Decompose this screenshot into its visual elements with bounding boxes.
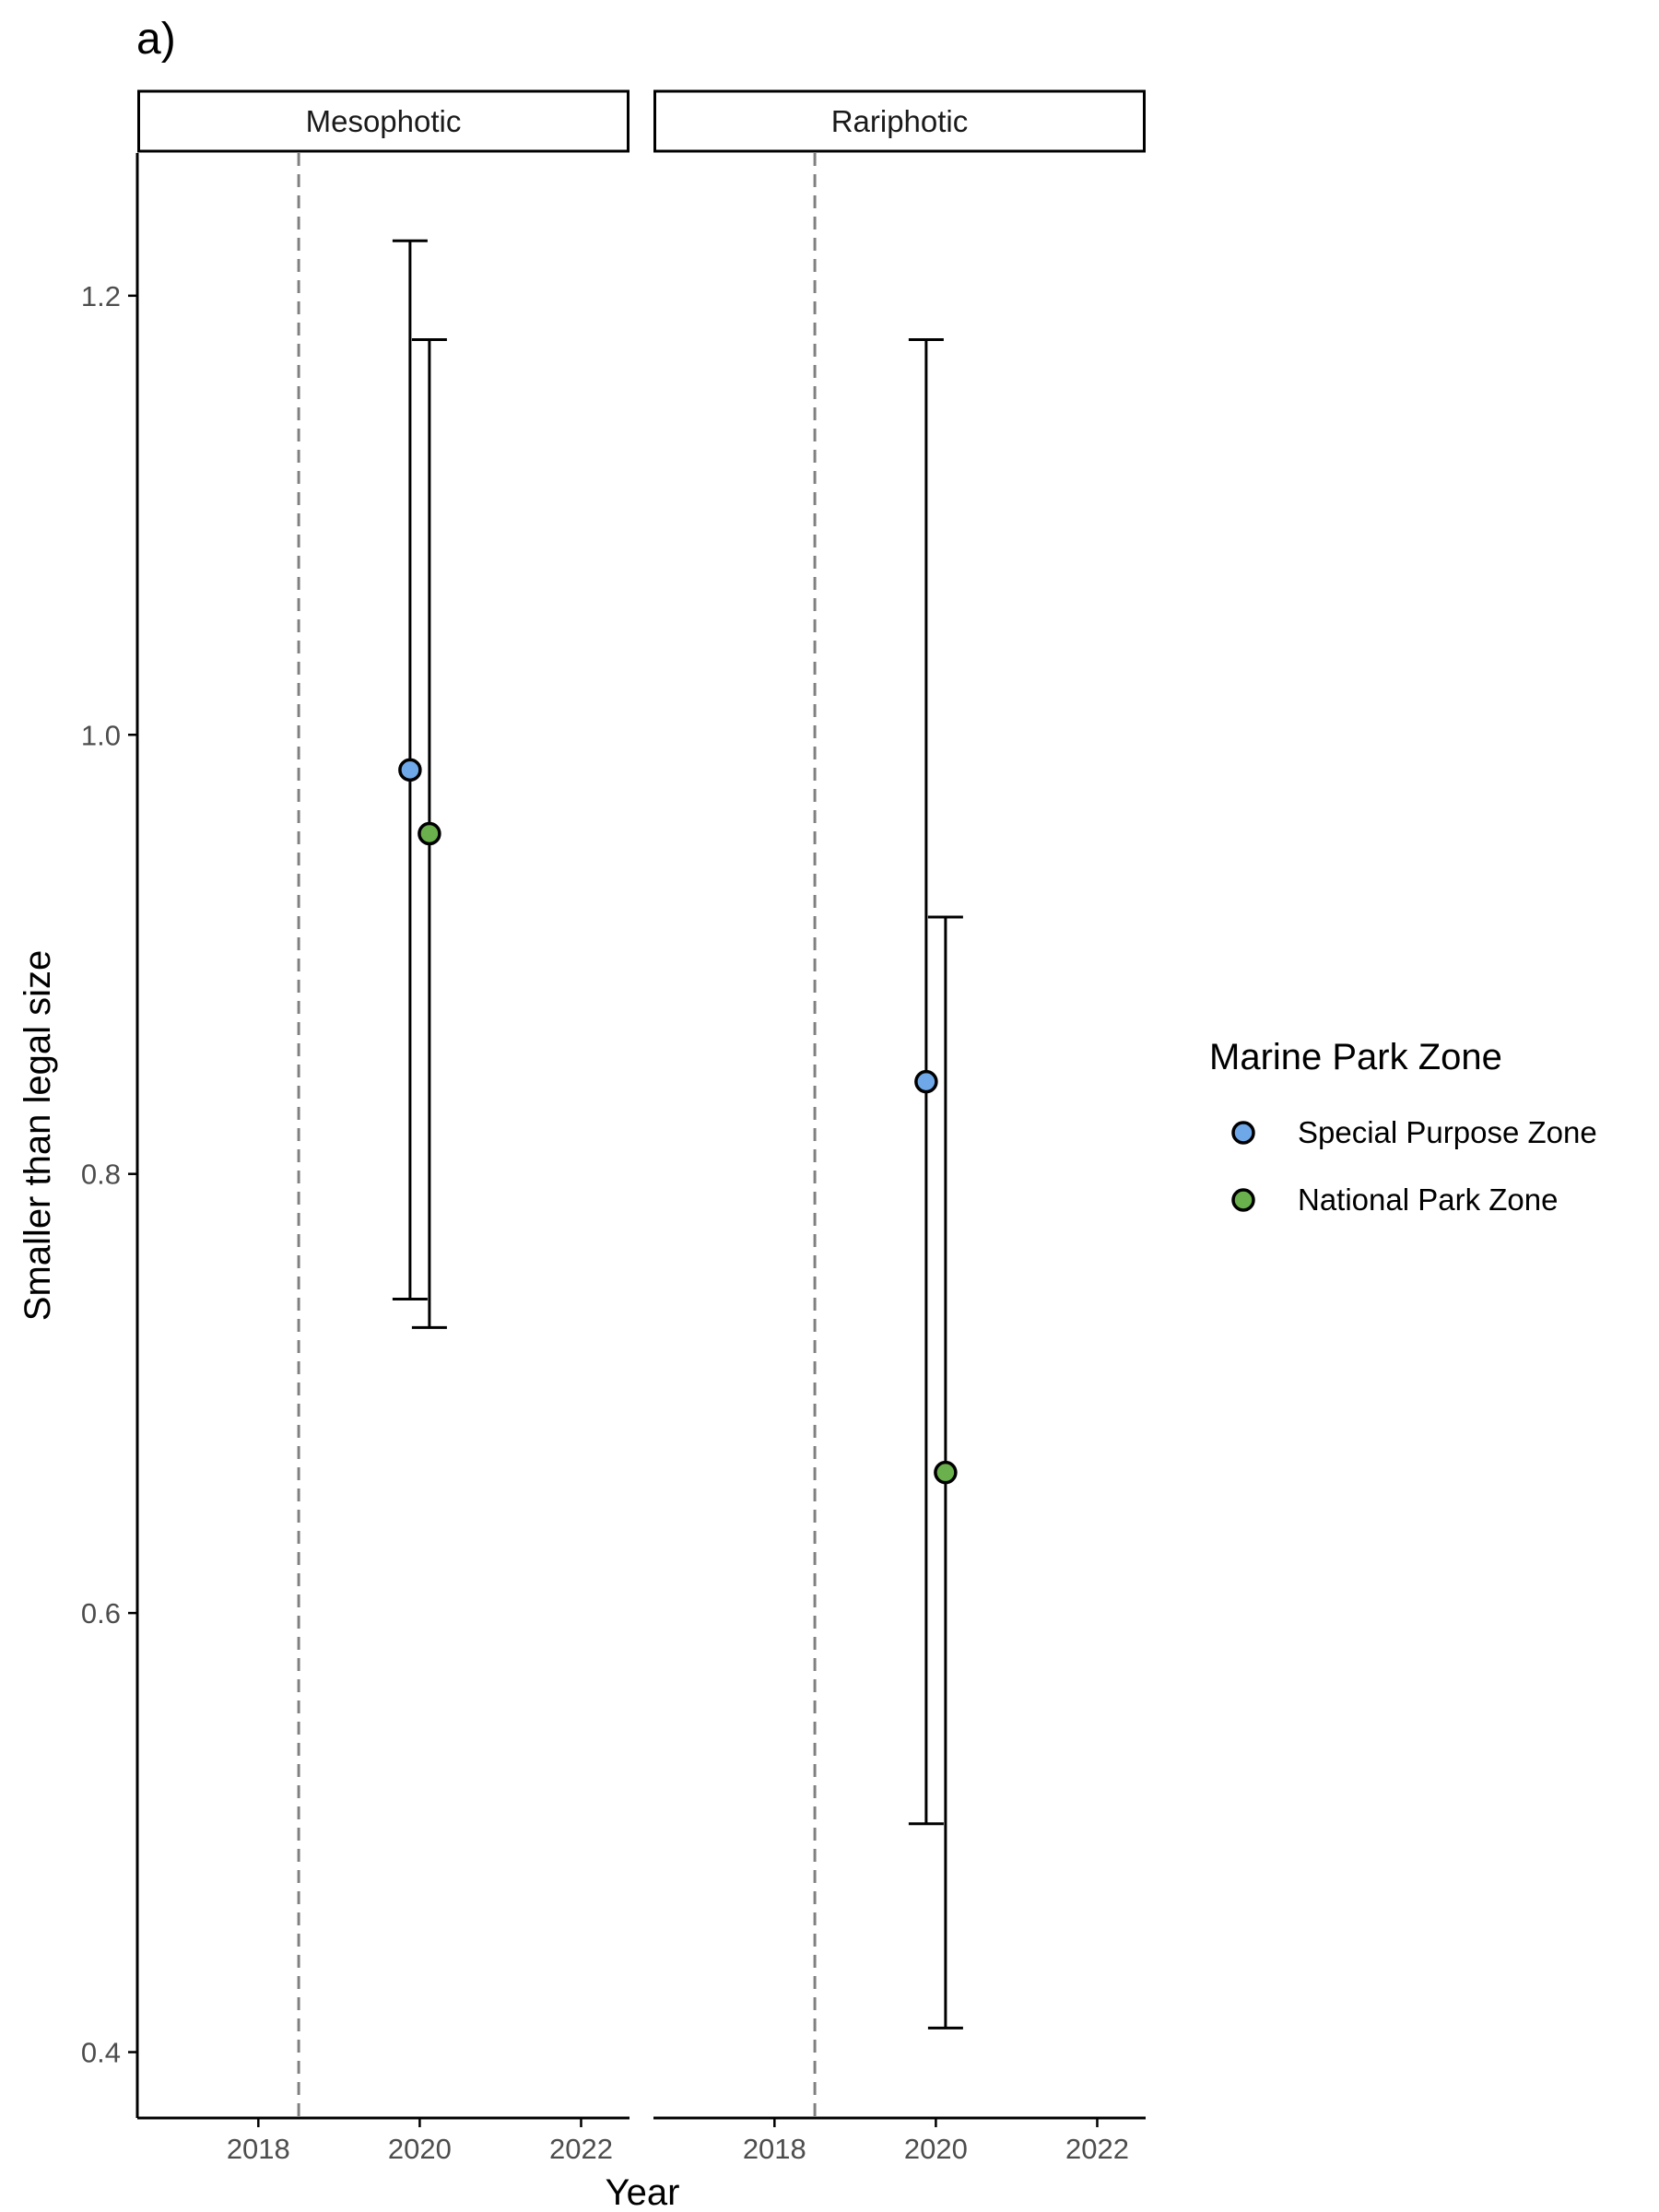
facet-strip-label: Rariphotic — [831, 104, 969, 138]
legend: Marine Park Zone Special Purpose Zone Nati… — [1209, 1037, 1597, 1217]
y-axis: 0.4 0.6 0.8 1.0 1.2 — [81, 153, 139, 2118]
x-tick-label: 2020 — [904, 2133, 968, 2165]
facets-group: Mesophotic 2018 2020 2022 Rariphotic 2018 2020… — [137, 89, 1146, 2165]
legend-key — [1231, 1188, 1255, 1212]
facet-strip — [137, 89, 629, 153]
y-tick-label: 1.2 — [81, 280, 121, 312]
y-tick-label: 0.6 — [81, 1597, 121, 1630]
x-tick-label: 2020 — [388, 2133, 452, 2165]
y-tick-label: 1.0 — [81, 719, 121, 751]
point-national-park-zone — [418, 821, 441, 846]
x-axis-title: Year — [606, 2172, 680, 2212]
facet-strip — [653, 89, 1146, 153]
x-tick-label: 2022 — [1065, 2133, 1129, 2165]
facet-panel-mesophotic: Mesophotic 2018 2020 2022 — [137, 89, 629, 2165]
legend-title: Marine Park Zone — [1209, 1037, 1502, 1077]
point-special-purpose-zone — [914, 1069, 938, 1094]
x-tick-label: 2018 — [227, 2133, 290, 2165]
legend-label: Special Purpose Zone — [1298, 1115, 1597, 1149]
point-national-park-zone — [934, 1460, 958, 1485]
y-tick-label: 0.4 — [81, 2037, 121, 2069]
point-special-purpose-zone — [398, 758, 422, 782]
y-tick-label: 0.8 — [81, 1159, 121, 1191]
facet-panel-rariphotic: Rariphotic 2018 2020 2022 — [653, 89, 1146, 2165]
x-tick-label: 2018 — [743, 2133, 806, 2165]
legend-label: National Park Zone — [1298, 1182, 1558, 1217]
panel-tag: a) — [136, 15, 176, 64]
x-tick-label: 2022 — [549, 2133, 613, 2165]
y-axis-title: Smaller than legal size — [18, 950, 58, 1321]
legend-key — [1231, 1121, 1255, 1145]
facet-strip-label: Mesophotic — [306, 104, 462, 138]
